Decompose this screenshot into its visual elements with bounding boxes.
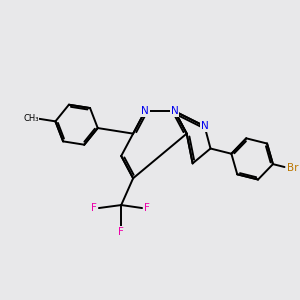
Text: N: N — [201, 121, 208, 131]
Text: F: F — [118, 227, 124, 237]
Text: F: F — [144, 203, 149, 213]
Text: N: N — [141, 106, 149, 116]
Text: CH₃: CH₃ — [23, 114, 39, 123]
Text: F: F — [92, 203, 98, 213]
Text: N: N — [171, 106, 179, 116]
Text: Br: Br — [287, 163, 299, 173]
